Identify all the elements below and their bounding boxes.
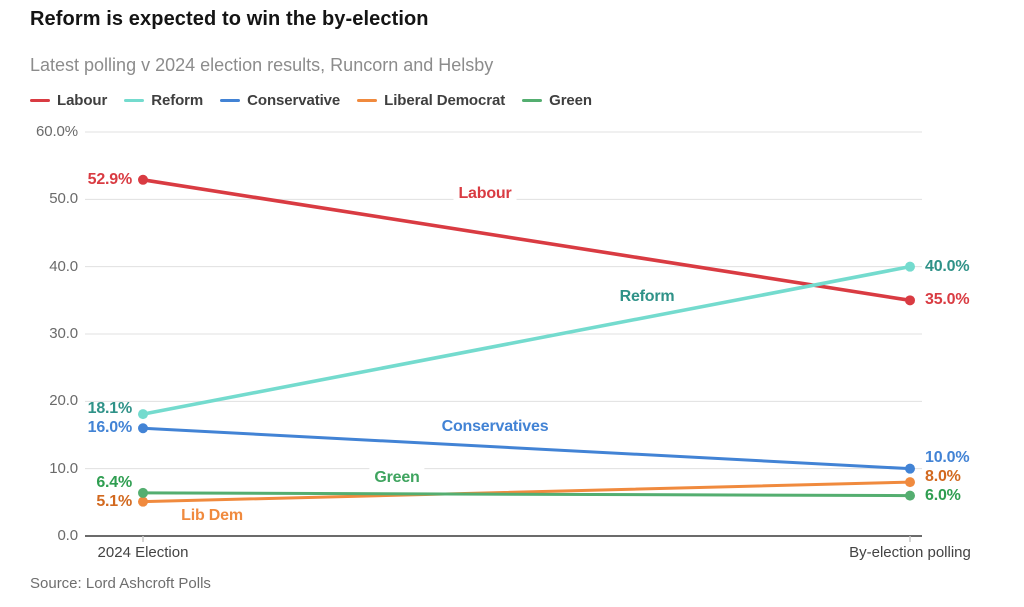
point-conservative-end (905, 463, 915, 474)
value-label-labour-end: 35.0% (925, 291, 970, 309)
point-green-end (905, 490, 915, 501)
series-line-labour (141, 178, 912, 303)
series-line-liberal-democrat (141, 480, 912, 504)
value-label-labour-start: 52.9% (87, 170, 133, 188)
legend-label-conservative: Conservative (247, 92, 341, 109)
legend-swatch-liberal-democrat (357, 98, 378, 103)
legend-label-liberal-democrat: Liberal Democrat (384, 92, 506, 109)
y-tick-label: 10.0 (49, 459, 78, 477)
y-tick-label: 40.0 (49, 257, 78, 275)
y-tick-label: 50.0 (49, 190, 78, 208)
legend-swatch-reform (124, 98, 145, 103)
legend-label-labour: Labour (57, 92, 108, 109)
legend-item-green: Green (522, 92, 592, 109)
source-note: Source: Lord Ashcroft Polls (30, 575, 211, 592)
value-label-reform-start: 18.1% (87, 400, 133, 418)
value-label-liberal-democrat-start: 5.1% (96, 492, 132, 510)
chart-subtitle: Latest polling v 2024 election results, … (30, 55, 494, 75)
legend: Labour Reform Conservative Liberal Democrat… (30, 92, 592, 109)
value-label-conservative-start: 16.0% (87, 419, 133, 437)
point-liberal-democrat-start (138, 496, 148, 507)
value-label-reform-end: 40.0% (925, 257, 970, 275)
legend-swatch-conservative (220, 98, 241, 103)
x-axis-label-by-election-polling: By-election polling (849, 544, 971, 561)
y-tick-label: 0.0 (57, 527, 78, 544)
y-tick-label: 60.0% (35, 123, 78, 140)
point-liberal-democrat-end (905, 477, 915, 488)
y-tick-label: 20.0 (49, 392, 78, 410)
point-reform-start (138, 409, 148, 420)
value-label-liberal-democrat-end: 8.0% (925, 467, 961, 485)
series-label-labour: Labour (453, 184, 517, 204)
legend-label-reform: Reform (151, 92, 204, 109)
series-line-reform (141, 264, 912, 416)
value-label-conservative-end: 10.0% (925, 448, 970, 466)
series-label-reform: Reform (614, 287, 680, 307)
series-label-liberal-democrat: Lib Dem (176, 506, 248, 526)
series-label-conservative: Conservatives (436, 417, 554, 437)
point-labour-start (138, 174, 148, 185)
value-label-green-end: 6.0% (925, 486, 961, 504)
series-label-green: Green (369, 468, 425, 488)
value-label-green-start: 6.4% (96, 473, 132, 491)
legend-item-conservative: Conservative (220, 92, 340, 109)
point-conservative-start (138, 423, 148, 434)
legend-label-green: Green (549, 92, 592, 109)
legend-item-labour: Labour (30, 92, 107, 109)
legend-swatch-green (522, 98, 543, 103)
legend-swatch-labour (30, 98, 50, 103)
legend-item-reform: Reform (124, 92, 203, 109)
point-green-start (138, 487, 148, 498)
chart-title: Reform is expected to win the by-electio… (30, 8, 429, 30)
y-tick-label: 30.0 (49, 325, 78, 342)
legend-item-liberal-democrat: Liberal Democrat (357, 92, 505, 109)
point-labour-end (905, 295, 915, 306)
x-axis-label-2024-election: 2024 Election (97, 544, 189, 561)
series-line-green (141, 491, 912, 498)
point-reform-end (905, 261, 915, 272)
